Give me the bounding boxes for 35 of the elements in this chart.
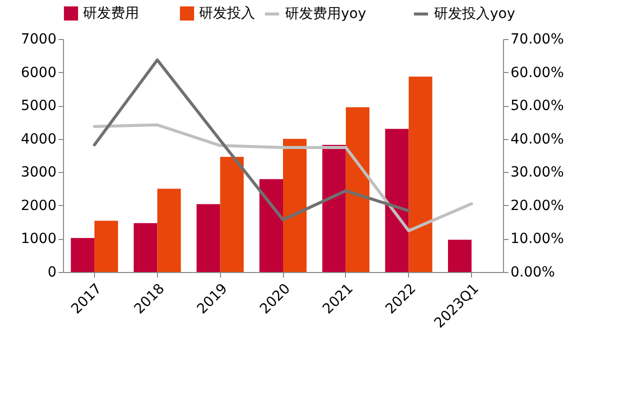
line-series [92, 58, 410, 222]
y-tick-label: 5000 [20, 98, 56, 114]
bar [408, 76, 432, 272]
bar [259, 179, 283, 272]
bar [220, 156, 244, 272]
y-tick-label: 7000 [20, 32, 56, 48]
y2-tick-label: 20.00% [510, 198, 564, 214]
bar [346, 107, 370, 272]
bar [196, 204, 220, 272]
y2-tick-label: 70.00% [510, 32, 564, 48]
bar [283, 138, 307, 272]
y2-tick-label: 10.00% [510, 231, 564, 248]
y2-tick-label: 60.00% [510, 64, 564, 81]
y2-tick-label: 30.00% [510, 164, 564, 181]
bar [134, 223, 158, 272]
y-tick-label: 6000 [20, 64, 56, 81]
bar [70, 238, 94, 272]
bar [94, 220, 118, 272]
legend-label: 研发费用yoy [285, 6, 366, 22]
y-tick-label: 0 [48, 264, 56, 280]
y-tick-label: 2000 [20, 198, 56, 214]
line-series [92, 123, 474, 232]
legend-label: 研发投入 [199, 5, 255, 22]
y-tick-label: 1000 [20, 231, 56, 248]
legend-label: 研发费用 [83, 5, 139, 22]
bar [322, 144, 346, 272]
y2-tick-label: 50.00% [510, 98, 564, 114]
bar [385, 128, 409, 272]
y2-tick-label: 40.00% [510, 131, 564, 148]
legend-label: 研发投入yoy [434, 6, 516, 22]
y-tick-label: 4000 [20, 131, 56, 148]
bar [157, 188, 181, 272]
bar [448, 240, 472, 272]
y-tick-label: 3000 [20, 164, 56, 181]
y2-tick-label: 0.00% [510, 264, 555, 280]
